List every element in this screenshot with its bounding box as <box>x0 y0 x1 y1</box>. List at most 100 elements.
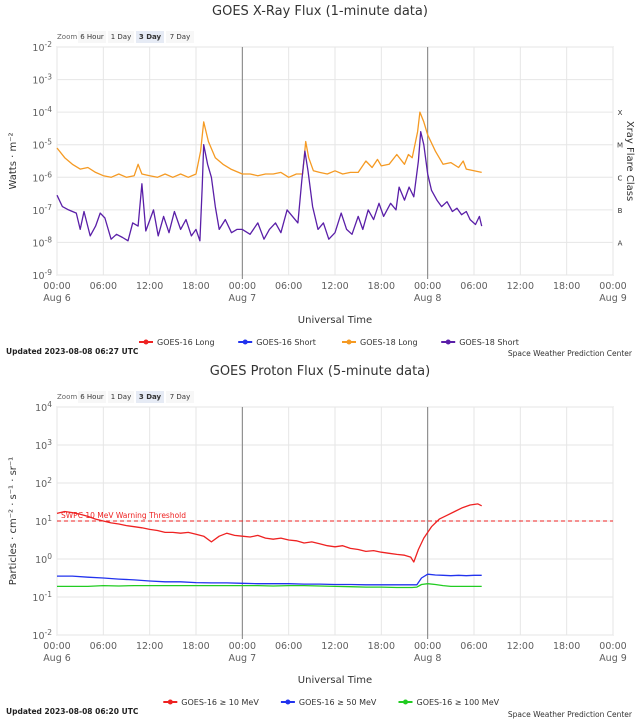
proton-day-lines <box>241 407 429 639</box>
xray-zoom-6h-button[interactable]: 6 Hour <box>78 31 106 43</box>
proton-updated-text: Updated 2023-08-08 06:20 UTC <box>6 707 139 716</box>
xray-legend-item[interactable]: GOES-18 Long <box>342 338 418 347</box>
xray-y2-axis-label: Xray Flare Class <box>624 121 635 201</box>
xray-y-tick-label: 10-8 <box>32 235 52 249</box>
proton-x-tick-label: 06:00 <box>460 641 487 652</box>
xray-legend-marker <box>445 339 451 345</box>
svg-text:3 Day: 3 Day <box>139 33 162 41</box>
xray-x-tick-label: 12:00 <box>136 281 163 292</box>
xray-x-tick-label: 12:00 <box>507 281 534 292</box>
xray-legend: GOES-16 Long GOES-16 Short GOES-18 Long GOE… <box>139 338 519 347</box>
xray-flare-class-label: C <box>618 174 623 182</box>
xray-flare-class-label: M <box>617 142 623 150</box>
proton-y-tick-label: 101 <box>35 514 52 528</box>
proton-panel: GOES Proton Flux (5-minute data) Zoom 6 … <box>6 364 633 719</box>
xray-legend-marker <box>242 339 248 345</box>
xray-x-tick-label: 06:00 <box>460 281 487 292</box>
proton-series-group <box>56 503 482 589</box>
xray-x-tick-label: 00:00 <box>599 281 626 292</box>
proton-x-tick-label: 18:00 <box>182 641 209 652</box>
xray-y-tick-label: 10-5 <box>32 138 52 152</box>
proton-legend-item[interactable]: GOES-16 ≥ 10 MeV <box>163 698 259 707</box>
xray-zoom-label: Zoom <box>57 33 77 41</box>
xray-legend-item[interactable]: GOES-16 Long <box>139 338 215 347</box>
xray-zoom-1d-button[interactable]: 1 Day <box>108 31 134 43</box>
proton-zoom-6h-button[interactable]: 6 Hour <box>78 391 106 403</box>
xray-x-tick-label: 06:00 <box>275 281 302 292</box>
xray-y-axis-label: Watts · m⁻² <box>8 133 19 190</box>
xray-y-tick-label: 10-4 <box>32 105 52 119</box>
proton-x-date-label: Aug 9 <box>599 653 627 664</box>
xray-x-date-label: Aug 7 <box>229 293 257 304</box>
proton-legend-item[interactable]: GOES-16 ≥ 100 MeV <box>398 698 500 707</box>
proton-legend-marker <box>285 699 291 705</box>
xray-legend-label: GOES-16 Short <box>256 338 316 347</box>
proton-x-tick-label: 00:00 <box>414 641 441 652</box>
xray-series-group <box>56 111 483 242</box>
proton-gridlines <box>56 406 614 636</box>
svg-text:1 Day: 1 Day <box>111 33 132 41</box>
proton-legend-marker <box>403 699 408 705</box>
xray-legend-item[interactable]: GOES-16 Short <box>238 338 316 347</box>
proton-y-tick-label: 102 <box>35 476 52 490</box>
xray-legend-label: GOES-16 Long <box>157 338 215 347</box>
proton-zoom-label: Zoom <box>57 393 77 401</box>
xray-x-date-label: Aug 6 <box>43 293 71 304</box>
proton-y-tick-label: 10-2 <box>32 628 52 642</box>
proton-x-date-label: Aug 7 <box>229 653 257 664</box>
proton-legend: GOES-16 ≥ 10 MeV GOES-16 ≥ 50 MeV GOES-16 … <box>163 698 500 707</box>
xray-panel: GOES X-Ray Flux (1-minute data) Zoom 6 H… <box>6 4 635 358</box>
xray-x-tick-label: 18:00 <box>182 281 209 292</box>
xray-zoom-3d-button[interactable]: 3 Day <box>136 31 164 43</box>
xray-zoom-7d-button[interactable]: 7 Day <box>166 31 194 43</box>
proton-zoom-7d-button[interactable]: 7 Day <box>166 391 194 403</box>
xray-flare-class-label: X <box>618 109 623 117</box>
xray-x-date-label: Aug 8 <box>414 293 442 304</box>
proton-threshold-group: SWPC 10 MeV Warning Threshold <box>57 511 613 522</box>
proton-zoom-1d-button[interactable]: 1 Day <box>108 391 134 403</box>
proton-legend-item[interactable]: GOES-16 ≥ 50 MeV <box>280 698 377 707</box>
svg-text:6 Hour: 6 Hour <box>80 393 104 401</box>
xray-chart-title: GOES X-Ray Flux (1-minute data) <box>212 4 428 19</box>
proton-x-tick-label: 18:00 <box>553 641 580 652</box>
proton-x-tick-label: 00:00 <box>599 641 626 652</box>
proton-x-tick-label: 06:00 <box>275 641 302 652</box>
proton-series-line-1 <box>57 573 482 586</box>
proton-credit-text: Space Weather Prediction Center <box>508 710 633 719</box>
proton-x-tick-label: 00:00 <box>229 641 256 652</box>
xray-flare-class-label: A <box>618 239 623 247</box>
svg-text:1 Day: 1 Day <box>111 393 132 401</box>
xray-gridlines <box>56 46 614 276</box>
svg-text:7 Day: 7 Day <box>170 393 191 401</box>
xray-flare-class-labels: A B C M X <box>617 109 623 247</box>
proton-legend-label: GOES-16 ≥ 50 MeV <box>299 698 377 707</box>
xray-y-ticks: 10-9 10-8 10-7 10-6 10-5 10-4 10-3 10-2 <box>32 40 52 282</box>
proton-x-tick-label: 06:00 <box>90 641 117 652</box>
proton-x-tick-label: 18:00 <box>368 641 395 652</box>
xray-credit-text: Space Weather Prediction Center <box>508 349 633 358</box>
proton-x-tick-label: 12:00 <box>321 641 348 652</box>
svg-text:6 Hour: 6 Hour <box>80 33 104 41</box>
proton-series-line-2 <box>57 583 482 589</box>
xray-y-tick-label: 10-7 <box>32 203 52 217</box>
xray-legend-label: GOES-18 Short <box>459 338 519 347</box>
proton-y-ticks: 10-2 10-1 100 101 102 103 104 <box>32 400 52 642</box>
xray-flare-class-label: B <box>618 207 623 215</box>
svg-text:3 Day: 3 Day <box>139 393 162 401</box>
proton-zoom-bar: Zoom 6 Hour 1 Day 3 Day 7 Day <box>57 391 194 403</box>
xray-x-tick-label: 00:00 <box>43 281 70 292</box>
xray-zoom-bar: Zoom 6 Hour 1 Day 3 Day 7 Day <box>57 31 194 43</box>
proton-y-tick-label: 104 <box>35 400 52 414</box>
xray-legend-label: GOES-18 Long <box>360 338 418 347</box>
proton-series-line-0 <box>56 503 482 563</box>
xray-x-tick-label: 06:00 <box>90 281 117 292</box>
xray-x-tick-label: 00:00 <box>414 281 441 292</box>
proton-y-tick-label: 10-1 <box>32 590 52 604</box>
proton-legend-label: GOES-16 ≥ 10 MeV <box>181 698 259 707</box>
proton-zoom-3d-button[interactable]: 3 Day <box>136 391 164 403</box>
xray-legend-item[interactable]: GOES-18 Short <box>441 338 519 347</box>
proton-threshold-label: SWPC 10 MeV Warning Threshold <box>61 511 186 520</box>
proton-y-tick-label: 100 <box>35 552 52 566</box>
